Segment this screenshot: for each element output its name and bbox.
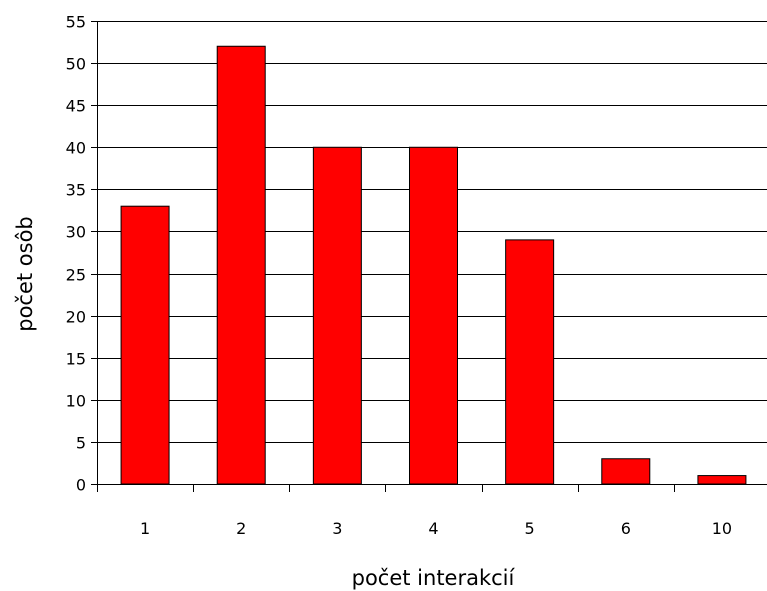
x-tick-label-10: 10 [712, 519, 732, 538]
x-tick-label-1: 1 [140, 519, 150, 538]
y-tick-label-25: 25 [66, 266, 86, 285]
y-tick-label-15: 15 [66, 350, 86, 369]
x-tick-label-6: 6 [621, 519, 631, 538]
y-tick-label-55: 55 [66, 13, 86, 32]
y-tick-label-45: 45 [66, 97, 86, 116]
y-tick-label-30: 30 [66, 223, 86, 242]
x-axis-label: počet interakcií [352, 566, 516, 590]
y-tick-label-0: 0 [76, 476, 86, 495]
y-axis-label: počet osôb [13, 216, 37, 332]
bar-5 [505, 239, 555, 485]
y-tick-label-35: 35 [66, 181, 86, 200]
y-tick-label-50: 50 [66, 55, 86, 74]
x-tick-labels: 1 2 3 4 5 6 10 [140, 519, 732, 538]
bar-6 [601, 458, 651, 485]
x-tick-label-4: 4 [428, 519, 438, 538]
y-tick-label-10: 10 [66, 392, 86, 411]
y-tick-label-5: 5 [76, 434, 86, 453]
bars [120, 45, 747, 485]
axes [91, 21, 767, 492]
bar-10 [697, 475, 747, 485]
bar-1 [120, 205, 170, 485]
x-tick-label-2: 2 [236, 519, 246, 538]
x-tick-label-5: 5 [525, 519, 535, 538]
bar-4 [409, 146, 458, 485]
bar-3 [312, 146, 362, 485]
bar-2 [216, 45, 266, 485]
y-tick-label-20: 20 [66, 308, 86, 327]
y-tick-labels: 0 5 10 15 20 25 30 35 40 45 50 55 [66, 13, 86, 495]
y-tick-label-40: 40 [66, 139, 86, 158]
x-tick-label-3: 3 [332, 519, 342, 538]
